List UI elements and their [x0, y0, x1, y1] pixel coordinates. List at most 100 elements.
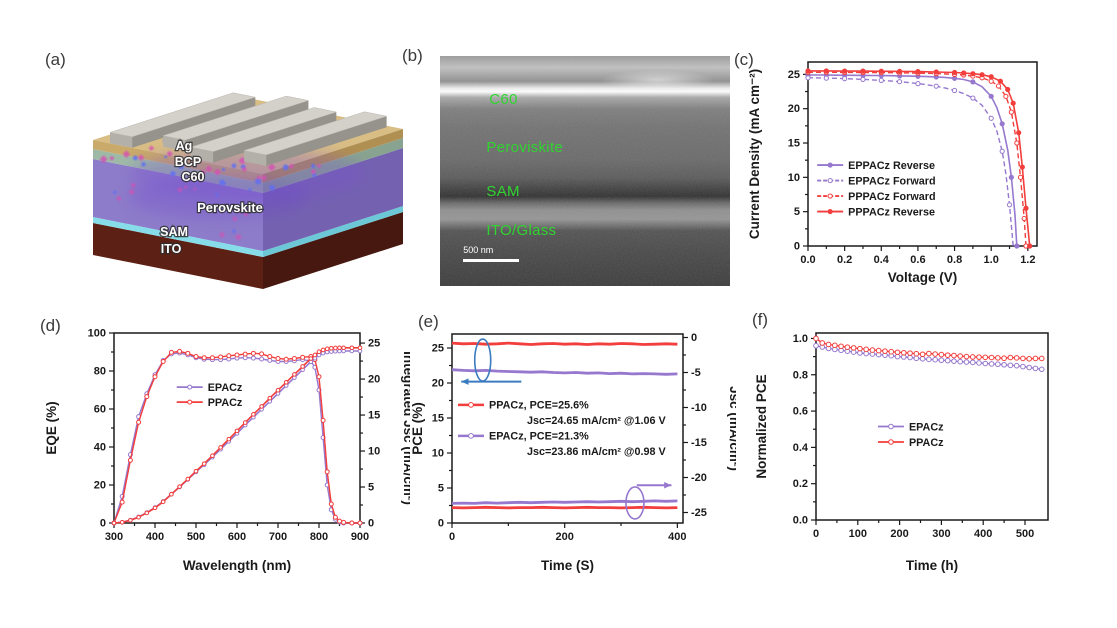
svg-text:1.0: 1.0: [793, 333, 808, 345]
ito-layer: [93, 212, 403, 289]
svg-text:20: 20: [94, 480, 106, 492]
svg-text:200: 200: [890, 528, 908, 540]
sam-layer: [93, 206, 403, 257]
ag-electrode-bars: [109, 92, 388, 166]
svg-text:EPPACz Reverse: EPPACz Reverse: [848, 160, 935, 172]
svg-text:80: 80: [94, 366, 106, 378]
svg-text:25: 25: [432, 343, 444, 355]
svg-text:40: 40: [94, 442, 106, 454]
svg-text:10: 10: [432, 448, 444, 460]
svg-text:0.4: 0.4: [874, 254, 890, 266]
scale-bar-label: 500 nm: [463, 244, 494, 255]
svg-text:400: 400: [146, 531, 164, 543]
svg-text:500: 500: [1016, 528, 1034, 540]
svg-text:900: 900: [351, 531, 369, 543]
svg-text:Wavelength (nm): Wavelength (nm): [183, 558, 291, 573]
panel-label-c: (c): [734, 50, 754, 69]
svg-text:25: 25: [368, 338, 380, 350]
svg-text:EPACz: EPACz: [208, 382, 243, 394]
svg-text:0: 0: [438, 518, 444, 530]
svg-text:0.6: 0.6: [910, 254, 925, 266]
sem-label-sam: SAM: [486, 182, 520, 200]
svg-text:400: 400: [974, 528, 992, 540]
svg-text:-25: -25: [691, 507, 707, 519]
svg-text:20: 20: [368, 374, 380, 386]
svg-text:Integrated Jsc (mA/cm²): Integrated Jsc (mA/cm²): [401, 351, 410, 505]
svg-text:PPACz: PPACz: [208, 397, 243, 409]
svg-text:0.2: 0.2: [793, 478, 808, 490]
svg-text:PCE (%): PCE (%): [410, 402, 425, 455]
svg-text:25: 25: [788, 69, 800, 81]
svg-text:0: 0: [794, 241, 800, 253]
svg-text:300: 300: [105, 531, 123, 543]
sem-noise-texture: [440, 56, 730, 286]
svg-text:1.2: 1.2: [1020, 254, 1035, 266]
sem-surface-ridge: [599, 69, 716, 91]
svg-text:500: 500: [187, 531, 205, 543]
panel-label-f: (f): [752, 310, 769, 329]
panel-label-e: (e): [418, 312, 439, 331]
svg-text:700: 700: [269, 531, 287, 543]
svg-text:5: 5: [438, 483, 444, 495]
svg-text:Normalized PCE: Normalized PCE: [754, 374, 769, 478]
svg-text:SAM: SAM: [160, 225, 188, 239]
svg-text:0.4: 0.4: [793, 442, 809, 454]
svg-text:PPPACz Reverse: PPPACz Reverse: [848, 206, 935, 218]
panel-label-b: (b): [402, 46, 423, 65]
svg-text:ITO: ITO: [161, 242, 182, 256]
svg-text:10: 10: [368, 446, 380, 458]
svg-text:0: 0: [449, 531, 455, 543]
svg-text:100: 100: [88, 328, 106, 340]
scale-bar-line: [463, 258, 520, 262]
svg-text:800: 800: [310, 531, 328, 543]
svg-text:20: 20: [432, 378, 444, 390]
svg-text:5: 5: [368, 482, 374, 494]
svg-text:EPACz, PCE=21.3%: EPACz, PCE=21.3%: [489, 431, 589, 443]
svg-text:Perovskite: Perovskite: [197, 200, 263, 215]
svg-text:Time (S): Time (S): [541, 558, 594, 573]
panel-label-a: (a): [45, 50, 66, 69]
svg-text:Jsc=23.86 mA/cm² @0.98 V: Jsc=23.86 mA/cm² @0.98 V: [527, 446, 666, 458]
svg-text:BCP: BCP: [175, 155, 201, 169]
svg-text:Voltage (V): Voltage (V): [888, 270, 958, 285]
svg-text:-5: -5: [691, 367, 701, 379]
svg-text:0: 0: [100, 518, 106, 530]
svg-text:EQE (%): EQE (%): [44, 401, 59, 454]
svg-text:0.0: 0.0: [800, 254, 815, 266]
svg-text:400: 400: [668, 531, 686, 543]
scale-bar: 500 nm: [463, 244, 520, 262]
svg-text:15: 15: [432, 413, 444, 425]
sem-label-ito-glass: ITO/Glass: [486, 221, 557, 239]
eqe-chart: 300 400 500 600 700 800 9000204060801000510152…: [44, 328, 410, 574]
svg-text:EPACz: EPACz: [909, 421, 944, 433]
mpp-chart: 0 200 400 0 5 10 15 20 25 0 -5 -10 -15 -20 -25 Time (S)…: [410, 332, 736, 573]
svg-text:PPACz, PCE=25.6%: PPACz, PCE=25.6%: [489, 400, 589, 412]
svg-text:Jsc (mA/cm²): Jsc (mA/cm²): [727, 386, 736, 471]
svg-text:EPPACz Forward: EPPACz Forward: [848, 175, 935, 187]
svg-text:Current Density (mA cm⁻²): Current Density (mA cm⁻²): [747, 69, 762, 239]
svg-text:PPPACz Forward: PPPACz Forward: [848, 191, 935, 203]
svg-text:0.0: 0.0: [793, 515, 808, 527]
perovskite-crystals: [99, 137, 366, 241]
svg-text:300: 300: [932, 528, 950, 540]
svg-text:-20: -20: [691, 472, 707, 484]
svg-text:PPACz: PPACz: [909, 437, 944, 449]
svg-text:1.0: 1.0: [984, 254, 999, 266]
svg-text:Jsc=24.65 mA/cm² @1.06 V: Jsc=24.65 mA/cm² @1.06 V: [527, 415, 666, 427]
svg-text:0.6: 0.6: [793, 406, 808, 418]
sem-image: C60 Peroviskite SAM ITO/Glass 500 nm: [440, 56, 730, 286]
svg-text:600: 600: [228, 531, 246, 543]
svg-text:10: 10: [788, 172, 800, 184]
svg-text:100: 100: [849, 528, 867, 540]
sem-label-perovskite: Peroviskite: [486, 138, 564, 156]
svg-text:Ag: Ag: [176, 139, 193, 153]
svg-text:60: 60: [94, 404, 106, 416]
svg-text:20: 20: [788, 103, 800, 115]
svg-text:0: 0: [368, 518, 374, 530]
sem-label-c60: C60: [489, 90, 518, 108]
panel-label-d: (d): [40, 316, 61, 335]
svg-text:-15: -15: [691, 437, 707, 449]
